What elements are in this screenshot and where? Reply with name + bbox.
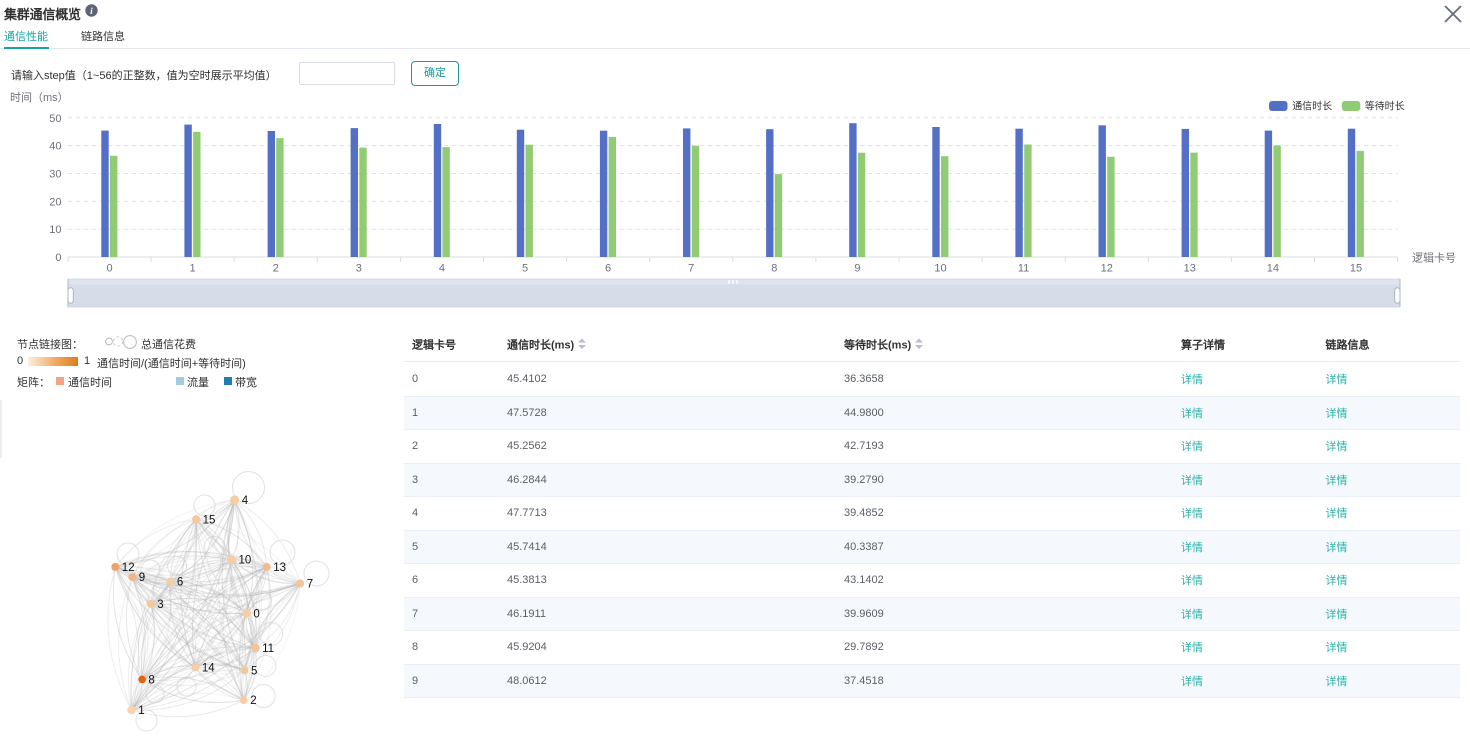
- svg-text:4: 4: [242, 495, 249, 507]
- svg-text:9: 9: [854, 263, 860, 275]
- svg-text:0: 0: [253, 608, 259, 620]
- svg-text:等待时长: 等待时长: [1365, 100, 1405, 113]
- svg-text:30: 30: [49, 169, 61, 181]
- svg-text:10: 10: [49, 224, 61, 236]
- svg-text:13: 13: [273, 562, 286, 574]
- svg-text:14: 14: [1267, 263, 1279, 275]
- svg-text:时间（ms）: 时间（ms）: [10, 91, 69, 104]
- svg-text:12: 12: [122, 562, 135, 574]
- svg-text:2: 2: [273, 263, 279, 275]
- svg-text:i: i: [90, 7, 93, 17]
- svg-text:40: 40: [49, 141, 61, 153]
- svg-text:逻辑卡号: 逻辑卡号: [1412, 251, 1456, 265]
- svg-text:1: 1: [138, 705, 144, 717]
- svg-text:1: 1: [190, 263, 196, 275]
- svg-text:8: 8: [771, 263, 777, 275]
- svg-text:7: 7: [688, 263, 694, 275]
- svg-text:12: 12: [1101, 263, 1113, 275]
- svg-text:0: 0: [55, 252, 61, 264]
- svg-text:20: 20: [49, 196, 61, 208]
- svg-text:10: 10: [239, 555, 252, 567]
- svg-text:11: 11: [262, 643, 274, 655]
- svg-text:13: 13: [1184, 263, 1196, 275]
- svg-text:6: 6: [605, 263, 611, 275]
- svg-text:3: 3: [356, 263, 362, 275]
- svg-text:8: 8: [148, 674, 154, 686]
- svg-text:15: 15: [1350, 263, 1362, 275]
- svg-text:6: 6: [177, 577, 183, 589]
- svg-text:5: 5: [251, 665, 257, 677]
- svg-text:0: 0: [106, 263, 112, 275]
- svg-text:通信时长: 通信时长: [1292, 101, 1332, 113]
- svg-text:3: 3: [157, 599, 163, 611]
- svg-text:14: 14: [202, 662, 215, 674]
- svg-text:50: 50: [49, 113, 61, 125]
- svg-text:4: 4: [439, 263, 445, 275]
- svg-text:10: 10: [934, 263, 946, 275]
- svg-text:7: 7: [307, 579, 313, 591]
- svg-text:9: 9: [139, 572, 145, 584]
- svg-text:15: 15: [203, 514, 216, 526]
- svg-text:5: 5: [522, 263, 528, 275]
- svg-text:2: 2: [250, 695, 256, 707]
- svg-text:11: 11: [1018, 263, 1029, 275]
